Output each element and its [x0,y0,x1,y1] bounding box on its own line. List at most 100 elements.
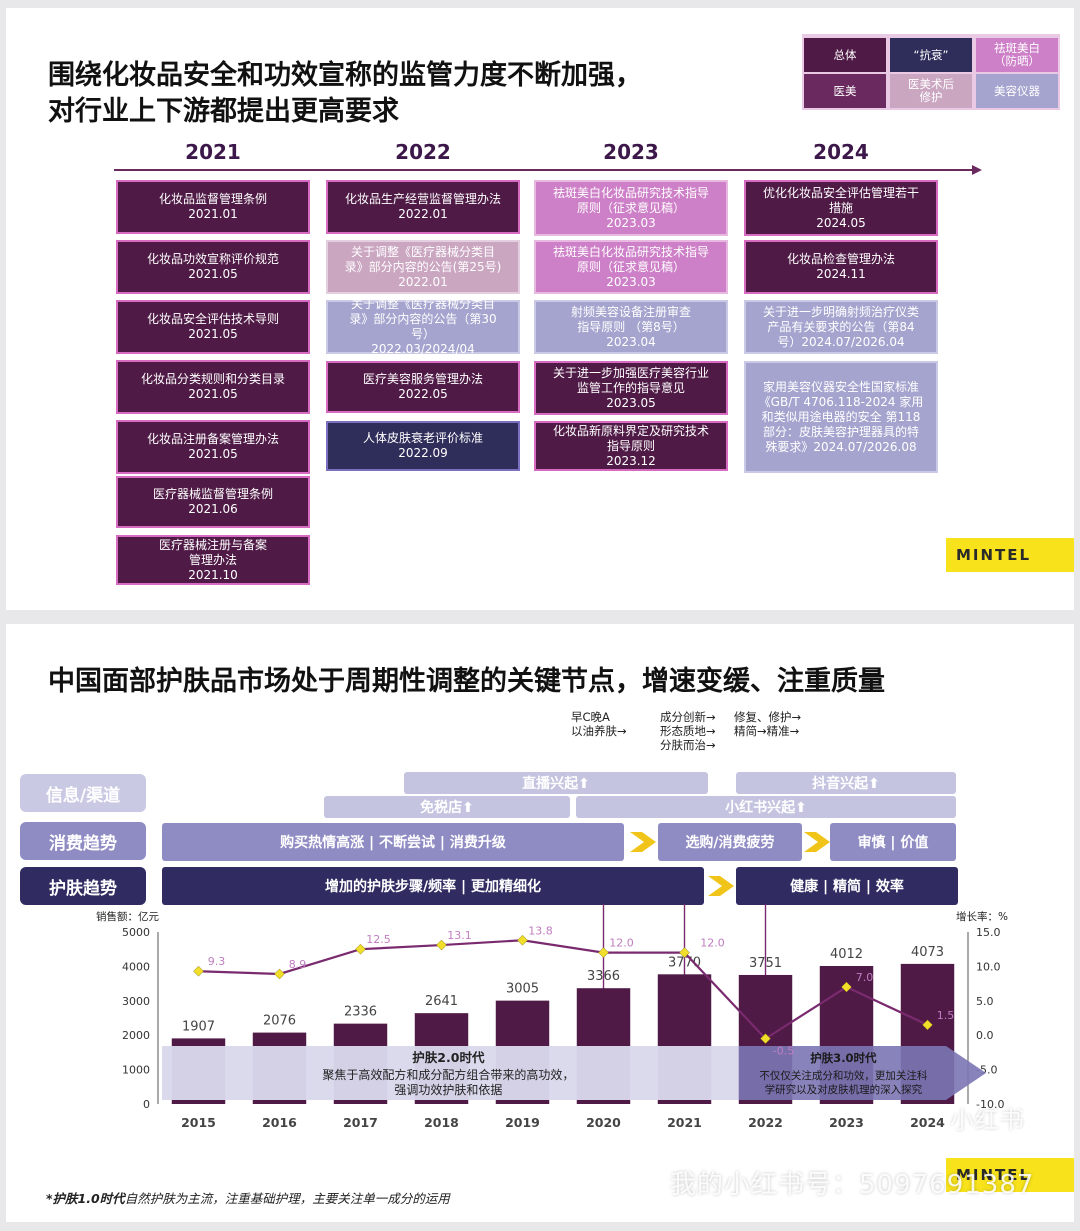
year-label: 2021 [185,140,241,164]
bar-consumer-prudent: 审慎 | 价值 [830,823,956,861]
y-tick-left: 3000 [122,995,150,1008]
year-label: 2024 [813,140,869,164]
legend-item: 医美 [804,74,886,108]
regulation-card: 化妆品功效宣称评价规范 2021.05 [116,240,310,294]
regulation-card: 射频美容设备注册审查 指导原则 （第8号） 2023.04 [534,300,728,354]
growth-rate-marker [841,981,852,993]
regulation-date: 2021.05 [188,447,238,461]
growth-rate-marker [679,947,690,958]
year-label: 2022 [395,140,451,164]
growth-rate-marker [355,943,366,955]
regulation-date: 2024.05 [816,215,866,230]
regulation-name: 家用美容仪器安全性国家标准 《GB/T 4706.118-2024 家用 和类似… [758,379,924,454]
legend-item: 美容仪器 [976,74,1058,108]
slide-market-chart: 中国面部护肤品市场处于周期性调整的关键节点，增速变缓、注重质量 早C晚A 以油养… [6,624,1074,1222]
bar-value-label: 1907 [182,1019,215,1034]
bar-skincare-steps: 增加的护肤步骤/频率 | 更加精细化 [162,867,704,905]
bar-douyin-rise: 抖音兴起⬆ [736,772,956,794]
footnote-bold: *护肤1.0时代 [46,1191,125,1206]
bar-skincare-health: 健康 | 精简 | 效率 [736,867,958,905]
slide2-title: 中国面部护肤品市场处于周期性调整的关键节点，增速变缓、注重质量 [48,666,885,697]
chevron-right-icon [804,832,830,852]
y-tick-left: 1000 [122,1064,150,1077]
year-label: 2023 [603,140,659,164]
bar-value-label: 2641 [425,994,458,1009]
x-tick-label: 2017 [343,1115,378,1130]
growth-rate-label: -0.5 [773,1045,794,1058]
regulation-card: 关于进一步加强医疗美容行业 监管工作的指导意见 2023.05 [534,361,728,415]
legend-item: 医美术后 修护 [890,74,972,108]
regulation-date: 2021.06 [188,502,238,516]
watermark-badge: 小红书 [950,1106,1025,1134]
regulation-date: 2021.01 [188,207,238,221]
regulation-card: 医疗美容服务管理办法 2022.05 [326,361,520,413]
growth-rate-marker [436,939,447,951]
y-tick-right: -10.0 [976,1098,1004,1111]
signpost-3: 修复、修护→ 精简→精准→ [734,710,802,738]
signpost-1: 早C晚A 以油养肤→ [571,710,627,738]
watermark: 我的小红书号：5097691387 [670,1170,1035,1200]
chevron-right-icon [708,876,734,896]
bar-value-label: 3751 [749,956,782,971]
y-axis-label-right: 增长率：% [956,910,1008,923]
regulation-date: 2022.01 [398,274,448,289]
regulation-date: 2022.09 [398,446,448,460]
x-tick-label: 2021 [667,1115,702,1130]
regulation-card: 家用美容仪器安全性国家标准 《GB/T 4706.118-2024 家用 和类似… [744,361,938,473]
bar-value-label: 4012 [830,947,863,962]
signpost-2: 成分创新→ 形态质地→ 分肤而治→ [660,710,716,752]
regulation-name: 祛斑美白化妆品研究技术指导 原则（征求意见稿） [552,244,709,274]
regulation-card: 化妆品新原料界定及研究技术 指导原则 2023.12 [534,421,728,471]
regulation-card: 化妆品监督管理条例 2021.01 [116,180,310,234]
growth-rate-marker [598,947,609,958]
y-tick-right: 15.0 [976,926,1001,939]
regulation-name: 医疗器械监督管理条例 [152,487,273,501]
regulation-date: 2021.05 [188,267,238,281]
regulation-date: 2023.04 [606,334,656,349]
regulation-card: 祛斑美白化妆品研究技术指导 原则（征求意见稿） 2023.03 [534,180,728,236]
bar-consumer-fatigue: 选购/消费疲劳 [658,823,802,861]
regulation-name: 化妆品注册备案管理办法 [146,432,279,446]
footnote-text: 自然护肤为主流，注重基础护理，主要关注单一成分的运用 [124,1191,450,1206]
mintel-logo: MINTEL [946,538,1074,572]
regulation-card: 化妆品安全评估技术导则 2021.05 [116,300,310,354]
growth-rate-label: 13.8 [528,924,553,937]
y-tick-left: 0 [143,1098,150,1111]
regulation-name: 关于调整《医疗器械分类目 录》部分内容的公告(第25号) [344,244,502,274]
bar-value-label: 4073 [911,945,944,960]
regulation-card: 化妆品注册备案管理办法 2021.05 [116,420,310,474]
y-tick-right: 5.0 [976,995,994,1008]
regulation-name: 优化化妆品安全评估管理若干 措施 [762,185,919,215]
regulation-date: 2022.01 [398,207,448,221]
growth-rate-label: 7.0 [856,971,874,984]
era-2-desc-line: 强调功效护肤和依据 [394,1082,502,1097]
growth-rate-label: 12.5 [366,933,391,946]
regulation-name: 化妆品功效宣称评价规范 [146,252,279,266]
bar-duty-free: 免税店⬆ [324,796,570,818]
growth-rate-marker [922,1019,933,1031]
regulation-name: 化妆品检查管理办法 [786,252,895,266]
regulation-date: 2022.03/2024/04 [371,342,475,356]
regulation-name: 关于进一步加强医疗美容行业 监管工作的指导意见 [552,365,709,395]
regulation-date: 2023.05 [606,395,656,410]
regulation-card: 优化化妆品安全评估管理若干 措施 2024.05 [744,180,938,236]
era-3-band [738,1046,986,1100]
growth-rate-label: 1.5 [937,1009,955,1022]
regulation-date: 2021.05 [188,387,238,401]
regulation-name: 射频美容设备注册审查 指导原则 （第8号） [570,304,691,334]
mintel-logo: MINTEL [946,1158,1074,1192]
chevron-right-icon [630,832,656,852]
y-tick-left: 4000 [122,960,150,973]
regulation-card: 医疗器械监督管理条例 2021.06 [116,476,310,528]
bar-value-label: 3770 [668,955,701,970]
y-tick-right: 0.0 [976,1029,994,1042]
title-line-2: 对行业上下游都提出更高要求 [48,96,399,127]
bar-value-label: 2336 [344,1005,377,1020]
slide-regulation-timeline: 围绕化妆品安全和功效宣称的监管力度不断加强， 对行业上下游都提出更高要求 总体 “… [6,8,1074,610]
row-label-channel: 信息/渠道 [20,774,146,812]
regulation-card: 关于调整《医疗器械分类目 录》部分内容的公告(第25号) 2022.01 [326,240,520,294]
regulation-card: 医疗器械注册与备案 管理办法 2021.10 [116,535,310,585]
row-label-consumer: 消费趋势 [20,822,146,860]
growth-rate-marker [517,934,528,946]
title-line-1: 围绕化妆品安全和功效宣称的监管力度不断加强， [48,60,642,91]
